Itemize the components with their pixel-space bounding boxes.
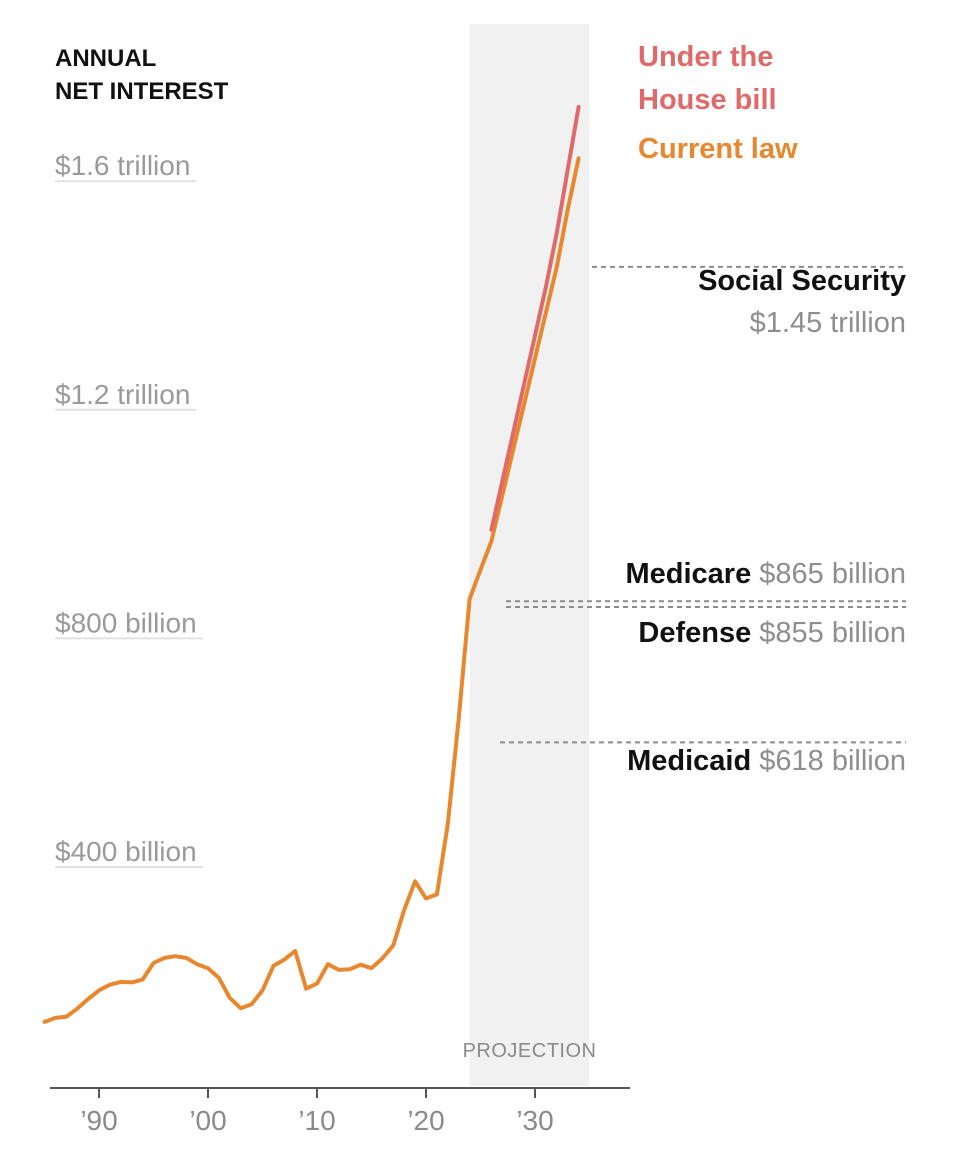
annotation-value: $865 billion: [751, 558, 906, 590]
x-tick-label: ’30: [516, 1105, 553, 1136]
reference-annotations: Social Security $1.45 trillion Medicare $8…: [625, 265, 906, 777]
x-tick-label: ’90: [80, 1105, 117, 1136]
x-axis-ticks: ’90 ’00 ’10 ’20 ’30: [80, 1088, 554, 1136]
annotation-medicaid: Medicaid $618 billion: [627, 745, 906, 777]
x-tick-label: ’20: [407, 1105, 444, 1136]
series-line-under-the-house-bill: [489, 104, 581, 532]
current-law-label: Current law: [638, 133, 798, 165]
house-bill-label-line-2: House bill: [638, 84, 777, 116]
chart-title-line-2: NET INTEREST: [55, 78, 229, 105]
annotation-name: Defense: [638, 617, 751, 649]
projection-label: PROJECTION: [463, 1040, 597, 1062]
annotation-medicare: Medicare $865 billion: [625, 558, 906, 590]
annotation-social-security-name: Social Security: [698, 265, 906, 297]
annotation-name: Medicare: [625, 558, 751, 590]
x-tick-label: ’00: [189, 1105, 226, 1136]
annotation-defense: Defense $855 billion: [638, 617, 906, 649]
series-lines: [42, 104, 581, 1024]
y-tick-label: $1.2 trillion: [55, 379, 190, 410]
reference-lines: [500, 265, 906, 744]
annotation-name: Medicaid: [627, 745, 751, 777]
y-axis-ticks: $400 billion $800 billion $1.2 trillion $1.…: [55, 150, 203, 868]
annotation-value: $855 billion: [751, 617, 906, 649]
annotation-social-security-value: $1.45 trillion: [750, 307, 906, 339]
series-line-current-law: [42, 156, 581, 1024]
annotation-value: $618 billion: [751, 745, 906, 777]
y-tick-label: $1.6 trillion: [55, 150, 190, 181]
house-bill-label-line-1: Under the: [638, 41, 773, 73]
y-tick-label: $400 billion: [55, 836, 197, 867]
x-tick-label: ’10: [298, 1105, 335, 1136]
y-tick-label: $800 billion: [55, 607, 197, 638]
chart-title-line-1: ANNUAL: [55, 45, 156, 72]
